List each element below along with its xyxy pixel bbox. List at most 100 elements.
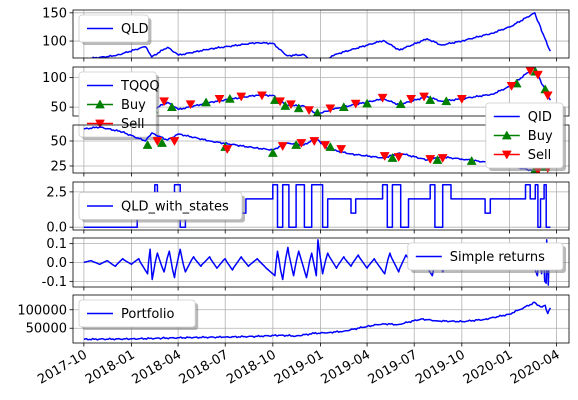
sell-marker	[152, 137, 163, 147]
buy-marker	[142, 139, 153, 149]
buy-marker	[166, 102, 177, 111]
legend-label: TQQQ	[120, 79, 160, 94]
buy-marker	[325, 141, 336, 151]
legend-label: QID	[528, 110, 552, 125]
sell-marker	[286, 100, 296, 110]
buy-marker	[395, 99, 406, 109]
x-tick-label: 2019-07	[366, 347, 421, 387]
y-tick-label: 50000	[26, 322, 67, 337]
series-line-portfolio	[83, 301, 552, 341]
sell-marker	[277, 142, 288, 152]
axes-frame	[72, 66, 570, 117]
series-line-qld	[85, 12, 552, 58]
legend-returns: Simple returns	[407, 242, 566, 273]
axes-frame	[72, 181, 570, 231]
panel-QLD: 100 150	[42, 6, 570, 62]
sell-marker	[296, 139, 307, 149]
buy-marker	[441, 96, 452, 106]
legend-QID: QID Buy Sell	[485, 102, 566, 171]
x-tick-label: 2018-01	[83, 347, 138, 387]
panel-QID: 25 50	[50, 124, 570, 177]
y-tick-label: 0.1	[46, 237, 67, 252]
legend-label: Sell	[121, 117, 144, 132]
buy-marker	[362, 98, 373, 108]
sell-marker	[309, 137, 320, 147]
legend-QLD: QLD	[78, 14, 152, 45]
sell-marker	[525, 67, 535, 76]
legend-portfolio: Portfolio	[78, 299, 199, 330]
x-tick-label: 2017-10	[35, 347, 90, 387]
legend-TQQQ: TQQQ Buy Sell	[78, 71, 160, 140]
series-group	[83, 126, 553, 173]
y-tick-label: -0.1	[42, 275, 67, 290]
legend-box	[407, 242, 564, 271]
sell-marker	[456, 95, 467, 104]
series-group	[83, 301, 552, 341]
x-tick-label: 2020-04	[508, 347, 563, 387]
axes-frame	[72, 237, 570, 288]
series-group	[85, 12, 552, 58]
sell-marker	[159, 97, 170, 107]
sell-marker	[542, 91, 553, 101]
sell-marker	[304, 106, 315, 116]
sell-marker	[506, 82, 517, 91]
buy-marker	[432, 154, 443, 164]
buy-marker	[201, 97, 211, 107]
sell-marker	[533, 70, 543, 80]
y-tick-label: 2.5	[46, 185, 67, 200]
panel-TQQQ: 50 100	[42, 66, 570, 120]
buy-marker	[425, 95, 436, 104]
axes-frame	[72, 9, 570, 59]
buy-marker	[466, 155, 477, 165]
sell-marker	[320, 141, 331, 151]
y-tick-label: 100	[42, 35, 67, 50]
sell-marker	[350, 99, 361, 109]
y-tick-label: 0.0	[46, 221, 67, 236]
sell-marker	[425, 155, 436, 165]
buy-marker	[293, 103, 304, 113]
x-tick-label: 2018-04	[130, 347, 185, 387]
series-line-qld-with-states	[83, 184, 551, 228]
x-tick-label: 2020-01	[461, 347, 516, 387]
legend-box	[78, 192, 243, 220]
legend-label: Portfolio	[121, 307, 175, 322]
sell-marker	[214, 95, 225, 104]
buy-marker	[280, 100, 291, 110]
legend-sell-marker	[95, 119, 105, 129]
legend-states: QLD_with_states	[78, 192, 245, 223]
y-tick-label: 100	[42, 71, 67, 86]
x-tick-label: 2019-10	[413, 347, 468, 387]
sell-marker	[185, 100, 196, 110]
x-tick-label: 2019-01	[272, 347, 327, 387]
sell-marker	[377, 93, 388, 103]
legend-box	[78, 299, 196, 328]
x-tick-label: 2019-04	[319, 347, 374, 387]
buy-marker	[312, 108, 322, 116]
legend-label: QLD_with_states	[121, 200, 229, 215]
sell-marker	[393, 153, 404, 163]
sell-marker	[222, 145, 233, 155]
legend-label: Sell	[528, 148, 551, 163]
sell-marker	[336, 145, 347, 155]
series-group	[83, 184, 551, 228]
sell-marker	[406, 95, 417, 104]
y-tick-label: 100000	[17, 303, 67, 318]
panel-states: 0.0 2.5	[46, 181, 570, 236]
buy-marker	[387, 152, 398, 162]
sell-marker	[257, 91, 267, 101]
y-tick-label: 150	[42, 6, 67, 21]
legend-sell-marker	[501, 150, 512, 160]
legend-label: Buy	[528, 129, 553, 144]
y-tick-label: 0.0	[46, 256, 67, 271]
legend-label: Buy	[121, 98, 146, 113]
y-tick-label: 25	[50, 160, 67, 175]
legend-buy-marker	[501, 130, 512, 140]
sell-marker	[325, 104, 336, 114]
series-group	[83, 67, 553, 116]
series-line-qid	[83, 126, 551, 172]
x-tick-label: 2018-07	[177, 347, 232, 387]
sell-marker	[419, 92, 429, 102]
axes-frame	[72, 124, 570, 174]
axes-frame	[72, 294, 570, 344]
